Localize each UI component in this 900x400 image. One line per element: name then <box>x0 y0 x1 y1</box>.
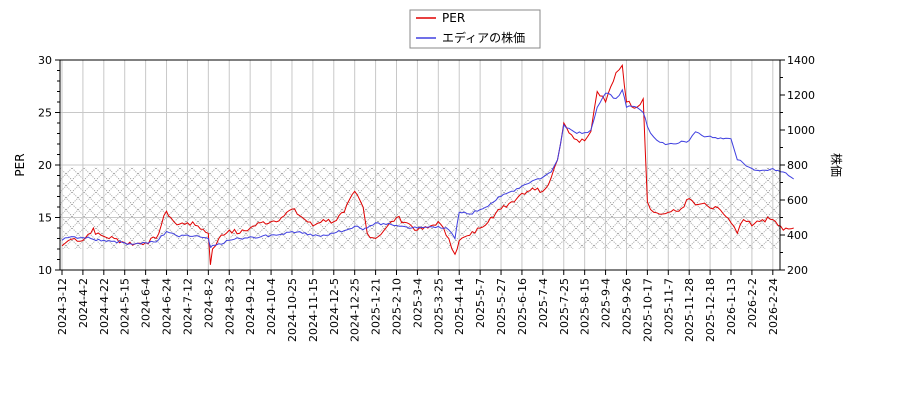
right-tick-label: 1000 <box>787 124 815 137</box>
x-tick-label: 2024-7-12 <box>181 278 194 335</box>
x-tick-label: 2025-5-27 <box>495 278 508 335</box>
x-tick-label: 2024-4-22 <box>98 278 111 335</box>
right-tick-label: 600 <box>787 194 808 207</box>
x-tick-label: 2026-2-2 <box>746 278 759 328</box>
left-tick-label: 10 <box>38 264 52 277</box>
left-tick-label: 30 <box>38 54 52 67</box>
x-tick-label: 2025-7-4 <box>537 278 550 328</box>
right-tick-label: 1400 <box>787 54 815 67</box>
series-line <box>61 88 794 249</box>
x-tick-label: 2024-9-12 <box>244 278 257 335</box>
right-tick-label: 1200 <box>787 89 815 102</box>
left-tick-label: 20 <box>38 159 52 172</box>
x-tick-label: 2025-2-10 <box>391 278 404 335</box>
right-y-axis: 200 400 600 800 1000 1200 1400 <box>780 54 815 277</box>
x-tick-label: 2024-8-23 <box>223 278 236 335</box>
gridlines <box>60 59 780 271</box>
left-tick-label: 15 <box>38 212 52 225</box>
x-tick-label: 2025-11-28 <box>683 278 696 342</box>
x-tick-label: 2025-1-21 <box>370 278 383 335</box>
x-tick-label: 2025-3-4 <box>411 278 424 328</box>
x-tick-label: 2025-12-18 <box>704 278 717 342</box>
left-y-axis: 10 15 20 25 30 <box>38 54 60 277</box>
legend-label-price: エディアの株価 <box>442 30 525 45</box>
data-lines <box>61 63 794 265</box>
x-tick-label: 2025-7-25 <box>558 278 571 335</box>
x-axis: 2024-3-12 2024-4-2 2024-4-22 2024-5-15 2024-… <box>56 270 780 342</box>
x-tick-label: 2025-3-25 <box>432 278 445 335</box>
x-tick-label: 2025-5-7 <box>474 278 487 328</box>
x-tick-label: 2025-4-14 <box>453 278 466 335</box>
x-tick-label: 2026-2-24 <box>767 278 780 335</box>
left-tick-label: 25 <box>38 107 52 120</box>
x-tick-label: 2025-6-16 <box>516 278 529 335</box>
right-tick-label: 800 <box>787 159 808 172</box>
right-axis-title: 株価 <box>829 153 844 177</box>
legend: PER エディアの株価 <box>409 9 541 49</box>
x-tick-label: 2026-1-13 <box>725 278 738 335</box>
series-line <box>61 63 794 265</box>
x-tick-label: 2025-8-15 <box>579 278 592 335</box>
right-tick-label: 400 <box>787 229 808 242</box>
x-tick-label: 2024-8-2 <box>202 278 215 328</box>
x-tick-label: 2024-11-15 <box>307 278 320 342</box>
x-tick-label: 2025-9-4 <box>600 278 613 328</box>
x-tick-label: 2024-10-4 <box>265 278 278 335</box>
plot-area <box>59 59 794 271</box>
x-tick-label: 2024-6-4 <box>140 278 153 328</box>
x-tick-label: 2024-5-15 <box>119 278 132 335</box>
legend-label-per: PER <box>442 11 465 25</box>
x-tick-label: 2024-3-12 <box>56 278 69 335</box>
x-tick-label: 2024-10-25 <box>286 278 299 342</box>
x-tick-label: 2024-12-5 <box>328 278 341 335</box>
x-tick-label: 2024-6-24 <box>161 278 174 335</box>
x-tick-label: 2025-10-17 <box>641 278 654 342</box>
right-tick-label: 200 <box>787 264 808 277</box>
x-tick-label: 2024-4-2 <box>77 278 90 328</box>
x-tick-label: 2025-11-7 <box>662 278 675 335</box>
x-tick-label: 2025-9-26 <box>620 278 633 335</box>
hatch-band <box>60 167 780 249</box>
x-tick-label: 2024-12-25 <box>349 278 362 342</box>
left-axis-title: PER <box>13 153 27 176</box>
